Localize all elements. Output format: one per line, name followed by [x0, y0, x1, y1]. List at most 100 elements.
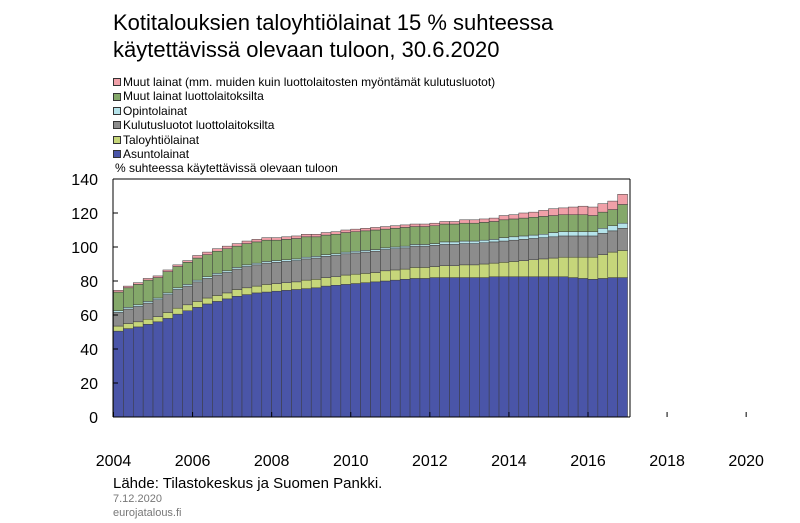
bar-segment: [370, 281, 381, 418]
bar-segment: [567, 231, 579, 237]
bar-segment: [498, 276, 510, 418]
bar-segment: [123, 285, 134, 289]
bar-segment: [587, 256, 599, 280]
bar-segment: [548, 208, 559, 216]
bar-segment: [182, 310, 193, 418]
bar-segment: [538, 237, 549, 260]
bar-segment: [360, 250, 371, 253]
bar-segment: [370, 227, 381, 231]
bar-segment: [479, 277, 490, 418]
bar-segment: [241, 294, 253, 418]
bar-segment: [310, 234, 322, 238]
bar-segment: [459, 240, 470, 244]
bar-segment: [221, 248, 233, 272]
bar-segment: [291, 238, 302, 260]
bar-segment: [399, 224, 411, 228]
bar-segment: [409, 226, 421, 245]
x-tick-label: 2018: [649, 453, 685, 470]
bar-segment: [162, 318, 174, 418]
bar-segment: [597, 228, 609, 234]
bar-segment: [380, 270, 391, 282]
bar-segment: [548, 257, 559, 277]
bar-segment: [152, 321, 164, 418]
bar-segment: [301, 279, 312, 289]
bar-segment: [281, 236, 292, 240]
bar-segment: [469, 277, 480, 418]
bar-segment: [587, 235, 599, 258]
bar-segment: [469, 222, 480, 242]
bar-segment: [212, 273, 223, 276]
bar-segment: [310, 256, 322, 259]
bar-segment: [360, 228, 371, 232]
bar-segment: [113, 290, 124, 293]
bar-segment: [301, 234, 312, 238]
bar-segment: [251, 292, 263, 418]
legend-item: Taloyhtiölainat: [113, 133, 495, 147]
bar-segment: [419, 267, 431, 279]
bar-segment: [607, 230, 618, 253]
bar-segment: [320, 254, 332, 257]
bar-segment: [498, 262, 510, 277]
bar-segment: [291, 260, 302, 283]
bar-segment: [558, 276, 569, 418]
bar-segment: [558, 207, 569, 215]
bar-segment: [142, 302, 154, 320]
bar-segment: [133, 306, 144, 323]
bar-segment: [261, 262, 272, 285]
bar-segment: [429, 222, 440, 226]
x-tick-label: 2016: [570, 453, 606, 470]
bar-segment: [212, 251, 223, 274]
bar-segment: [567, 214, 579, 232]
bar-segment: [271, 262, 282, 284]
bar-segment: [577, 235, 589, 258]
x-tick-label: 2010: [333, 453, 369, 470]
bar-segment: [212, 295, 223, 302]
bar-segment: [360, 251, 371, 274]
legend-item: Muut lainat luottolaitoksilta: [113, 89, 495, 103]
bar-segment: [113, 312, 124, 327]
bar-segment: [360, 230, 371, 251]
bar-segment: [330, 253, 342, 256]
bar-segment: [202, 278, 213, 299]
bar-segment: [350, 231, 361, 252]
y-tick-label: 120: [71, 206, 98, 223]
bar-segment: [577, 231, 589, 237]
bar-segment: [152, 316, 164, 323]
bar-segment: [380, 228, 391, 249]
y-tick-label: 60: [80, 308, 98, 325]
bar-segment: [202, 251, 213, 255]
bar-segment: [508, 218, 520, 238]
bar-segment: [340, 229, 351, 233]
bar-segment: [192, 255, 203, 259]
bar-segment: [192, 301, 203, 308]
y-tick-label: 0: [89, 410, 98, 427]
bar-segment: [261, 261, 272, 264]
bar-segment: [281, 239, 292, 261]
bar-segment: [212, 301, 223, 418]
legend-swatch: [113, 106, 121, 115]
bar-segment: [488, 276, 500, 418]
x-tick-label: 2012: [412, 453, 448, 470]
bar-segment: [330, 276, 342, 286]
bar-segment: [370, 249, 381, 252]
bar-segment: [380, 249, 391, 272]
bar-segment: [350, 273, 361, 284]
bar-segment: [518, 212, 529, 219]
bar-segment: [528, 211, 539, 218]
bar-segment: [350, 251, 361, 254]
bar-segment: [449, 244, 460, 266]
y-axis-label: % suhteessa käytettävissä olevaan tuloon: [115, 161, 338, 175]
bar-segment: [409, 244, 421, 247]
bar-segment: [459, 277, 470, 418]
bar-segment: [271, 239, 282, 261]
bar-segment: [310, 279, 322, 289]
bar-segment: [360, 273, 371, 283]
bar-segment: [439, 223, 450, 243]
bar-segment: [133, 284, 144, 306]
bar-segment: [429, 245, 440, 267]
bar-segment: [587, 206, 599, 216]
bar-segment: [587, 215, 599, 232]
x-tick-label: 2014: [491, 453, 527, 470]
bar-segment: [251, 264, 263, 287]
